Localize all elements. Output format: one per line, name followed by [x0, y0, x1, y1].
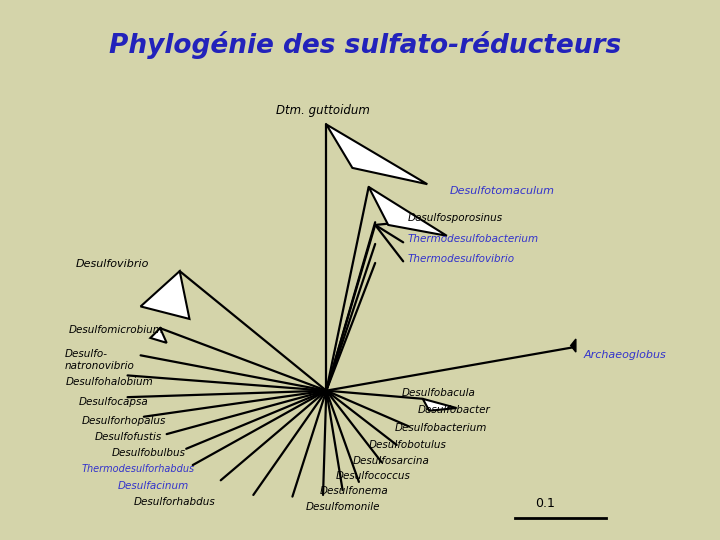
- Text: Desulfotomaculum: Desulfotomaculum: [450, 186, 555, 195]
- Text: Desulfobotulus: Desulfobotulus: [369, 440, 446, 450]
- Text: Dtm. guttoidum: Dtm. guttoidum: [276, 104, 370, 117]
- Text: Desulfobulbus: Desulfobulbus: [112, 448, 185, 457]
- Text: Thermodesulforhabdus: Thermodesulforhabdus: [82, 464, 195, 475]
- Polygon shape: [326, 124, 427, 184]
- Text: Desulfobacterium: Desulfobacterium: [395, 423, 487, 433]
- Text: Thermodesulfobacterium: Thermodesulfobacterium: [408, 233, 539, 244]
- Polygon shape: [571, 339, 576, 352]
- Text: Desulfocapsa: Desulfocapsa: [78, 396, 148, 407]
- Text: Desulfohalobium: Desulfohalobium: [66, 377, 153, 387]
- Text: Desulfobacula: Desulfobacula: [401, 388, 475, 399]
- Text: Desulfovibrio: Desulfovibrio: [76, 259, 149, 269]
- Text: Desulfofustis: Desulfofustis: [95, 432, 162, 442]
- Text: Desulfobacter: Desulfobacter: [418, 404, 490, 415]
- Text: Desulfomonile: Desulfomonile: [305, 502, 380, 512]
- Text: Desulfomicrobium: Desulfomicrobium: [69, 325, 163, 335]
- Text: Thermodesulfovibrio: Thermodesulfovibrio: [408, 254, 515, 264]
- Text: Desulfococcus: Desulfococcus: [336, 471, 411, 482]
- Polygon shape: [369, 187, 447, 236]
- Polygon shape: [150, 328, 166, 343]
- Polygon shape: [423, 399, 456, 411]
- Text: Desulforhabdus: Desulforhabdus: [134, 497, 216, 507]
- Text: 0.1: 0.1: [535, 497, 554, 510]
- Text: Desulforhopalus: Desulforhopalus: [82, 415, 166, 426]
- Text: Desulfacinum: Desulfacinum: [118, 481, 189, 491]
- Polygon shape: [140, 271, 189, 319]
- Text: Desulfo-
natronovibrio: Desulfo- natronovibrio: [64, 349, 134, 371]
- Text: Desulfosporosinus: Desulfosporosinus: [408, 213, 503, 223]
- Text: Desulfosarcina: Desulfosarcina: [352, 456, 429, 465]
- Text: Phylogénie des sulfato-réducteurs: Phylogénie des sulfato-réducteurs: [109, 31, 621, 58]
- Text: Archaeoglobus: Archaeoglobus: [584, 350, 667, 360]
- Text: Desulfonema: Desulfonema: [320, 486, 389, 496]
